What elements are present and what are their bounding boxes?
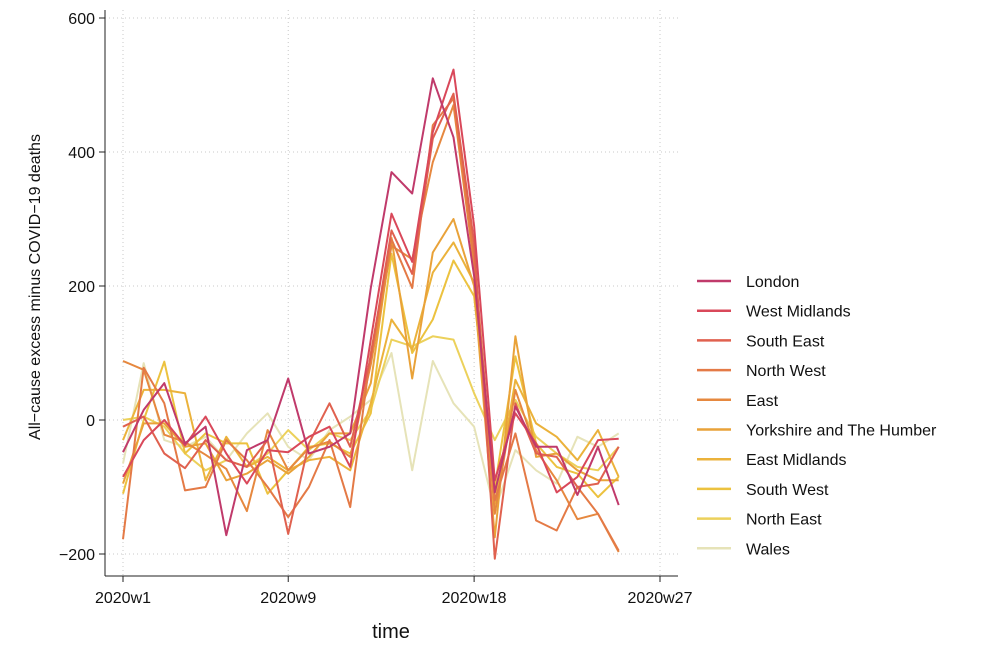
y-ticks: −200 0 200 400 600 bbox=[59, 11, 105, 564]
legend-label-london: London bbox=[746, 274, 799, 291]
x-tick-label: 2020w1 bbox=[95, 590, 151, 607]
legend-label-north-west: North West bbox=[746, 363, 826, 380]
legend-label-north-east: North East bbox=[746, 512, 822, 529]
series-line-yorkshire-and-the-humber bbox=[122, 218, 619, 539]
legend-label-east: East bbox=[746, 393, 779, 410]
series-line-west-midlands bbox=[122, 68, 619, 494]
y-tick-label: 600 bbox=[68, 11, 95, 28]
legend-label-wales: Wales bbox=[746, 541, 790, 558]
x-tick-label: 2020w18 bbox=[442, 590, 507, 607]
series-line-east bbox=[122, 104, 620, 553]
legend-label-south-west: South West bbox=[746, 482, 829, 499]
y-tick-label: 0 bbox=[86, 413, 95, 430]
legend-label-east-midlands: East Midlands bbox=[746, 452, 847, 469]
series-line-london bbox=[122, 77, 620, 537]
x-tick-label: 2020w27 bbox=[628, 590, 693, 607]
y-axis-title: All−cause excess minus COVID−19 deaths bbox=[27, 134, 44, 440]
x-ticks: 2020w1 2020w9 2020w18 2020w27 bbox=[95, 576, 693, 607]
x-tick-label: 2020w9 bbox=[260, 590, 316, 607]
legend-label-yorkshire-and-the-humber: Yorkshire and The Humber bbox=[746, 423, 937, 440]
legend-label-south-east: South East bbox=[746, 333, 825, 350]
series-line-south-east bbox=[122, 92, 620, 560]
series-line-east-midlands bbox=[122, 241, 620, 505]
y-tick-label: 400 bbox=[68, 145, 95, 162]
x-axis-title: time bbox=[372, 621, 410, 643]
axes bbox=[104, 10, 678, 577]
y-tick-label: −200 bbox=[59, 547, 95, 564]
legend-label-west-midlands: West Midlands bbox=[746, 304, 851, 321]
legend: London West Midlands South East North West E… bbox=[697, 274, 937, 558]
y-tick-label: 200 bbox=[68, 279, 95, 296]
series-line-north-west bbox=[122, 97, 620, 552]
series-lines bbox=[122, 68, 620, 560]
